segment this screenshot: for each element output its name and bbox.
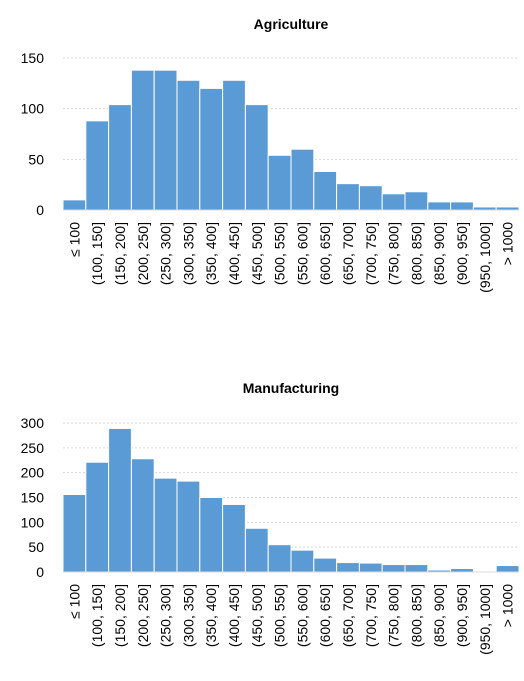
bar — [336, 562, 360, 573]
bar — [404, 191, 429, 211]
x-tick-label: (500, 550] — [272, 584, 288, 647]
bar — [290, 549, 315, 573]
x-tick-label: (550, 600] — [294, 222, 310, 285]
bar — [313, 170, 338, 211]
bar — [130, 69, 155, 211]
bar — [313, 557, 338, 573]
y-tick-label: 50 — [28, 539, 44, 555]
x-tick-label: (650, 700] — [340, 222, 356, 285]
bar — [267, 544, 292, 573]
x-tick-label: (850, 900] — [431, 222, 447, 285]
y-tick-label: 250 — [21, 440, 45, 456]
chart-title: Manufacturing — [243, 380, 339, 396]
x-tick-label: (100, 150] — [89, 222, 105, 285]
y-tick-label: 100 — [21, 101, 45, 117]
bar — [450, 201, 474, 211]
bar — [427, 201, 452, 211]
x-tick-label: (950, 1000] — [477, 222, 493, 293]
agriculture-chart: Agriculture 0 50 100 150 ≤ 100 (100, 150] (150… — [21, 16, 520, 293]
x-tick-label: (850, 900] — [431, 584, 447, 647]
x-tick-label: (900, 950] — [454, 222, 470, 285]
manufacturing-chart: Manufacturing 0 50 100 150 200 250 300 ≤ 100 (10… — [21, 380, 520, 655]
x-tick-label: (250, 300] — [158, 222, 174, 285]
bar — [450, 568, 474, 573]
x-tick-label: (150, 200] — [112, 584, 128, 647]
x-tick-label: (500, 550] — [272, 222, 288, 285]
x-tick-label: (950, 1000] — [477, 584, 493, 655]
y-tick-label: 0 — [36, 202, 44, 218]
x-tick-label: (200, 250] — [135, 222, 151, 285]
x-tick-label: > 1000 — [500, 584, 516, 627]
x-tick-label: (300, 350] — [180, 222, 196, 285]
x-tick-label: (100, 150] — [89, 584, 105, 647]
bar — [62, 199, 87, 211]
x-tick-label: (350, 400] — [203, 584, 219, 647]
y-tick-label: 0 — [36, 564, 44, 580]
x-tick-label: (400, 450] — [226, 584, 242, 647]
bar — [495, 565, 520, 573]
x-tick-label: (700, 750] — [363, 584, 379, 647]
bar — [358, 185, 383, 211]
bar — [358, 562, 383, 573]
bar — [130, 458, 155, 573]
bar — [336, 183, 360, 211]
x-tick-label: (900, 950] — [454, 584, 470, 647]
bar — [199, 87, 224, 211]
bar — [244, 104, 269, 211]
bar — [222, 79, 246, 211]
x-tick-label: (550, 600] — [294, 584, 310, 647]
bar — [108, 104, 132, 211]
bar — [108, 427, 132, 573]
bar — [153, 69, 178, 211]
y-tick-label: 50 — [28, 151, 44, 167]
x-tick-label: (400, 450] — [226, 222, 242, 285]
x-tick-label: (250, 300] — [158, 584, 174, 647]
x-tick-label: (600, 650] — [317, 222, 333, 285]
bar — [244, 527, 269, 573]
bar — [153, 477, 178, 573]
bar — [85, 120, 110, 211]
y-tick-label: 150 — [21, 50, 45, 66]
x-tick-label: (300, 350] — [180, 584, 196, 647]
bar — [267, 154, 292, 211]
x-tick-label: (600, 650] — [317, 584, 333, 647]
bar — [290, 148, 315, 211]
x-tick-label: (800, 850] — [408, 222, 424, 285]
y-tick-label: 100 — [21, 514, 45, 530]
y-tick-label: 150 — [21, 490, 45, 506]
bar — [85, 461, 110, 573]
x-tick-label: (800, 850] — [408, 584, 424, 647]
x-tick-label: (450, 500] — [249, 222, 265, 285]
x-tick-label: (450, 500] — [249, 584, 265, 647]
bar — [199, 497, 224, 573]
bar — [381, 564, 406, 573]
x-tick-label: (150, 200] — [112, 222, 128, 285]
x-tick-label: (200, 250] — [135, 584, 151, 647]
x-tick-label: (700, 750] — [363, 222, 379, 285]
chart-title: Agriculture — [254, 16, 329, 32]
x-tick-label: ≤ 100 — [66, 222, 82, 257]
y-tick-label: 300 — [21, 415, 45, 431]
bar — [62, 494, 87, 573]
bar — [381, 193, 406, 211]
bar — [404, 564, 429, 573]
x-tick-label: (750, 800] — [386, 222, 402, 285]
x-tick-label: ≤ 100 — [66, 584, 82, 619]
bar — [176, 79, 201, 211]
x-tick-label: (350, 400] — [203, 222, 219, 285]
bar — [222, 503, 246, 573]
x-tick-label: (750, 800] — [386, 584, 402, 647]
x-tick-label: (650, 700] — [340, 584, 356, 647]
y-tick-label: 200 — [21, 465, 45, 481]
bar — [176, 480, 201, 573]
x-tick-label: > 1000 — [500, 222, 516, 265]
